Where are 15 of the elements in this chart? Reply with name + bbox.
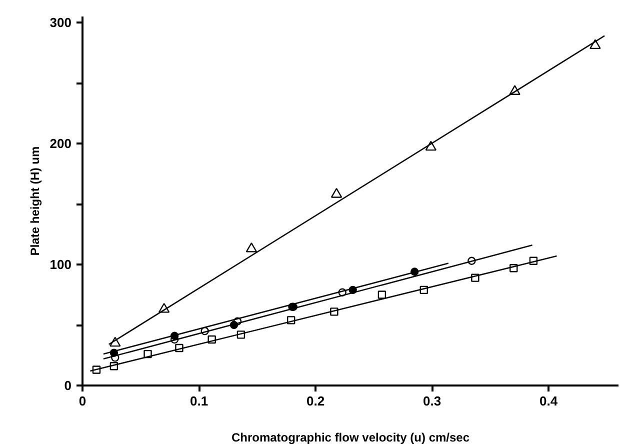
x-tick-label: 0.4 [540,394,558,408]
x-tick-label: 0 [78,394,86,408]
x-tick-label: 0.1 [190,394,208,408]
point [590,39,601,50]
x-tick-label: 0.3 [423,394,442,408]
y-tick-label: 0 [64,378,72,393]
x-axis-title: Chromatographic flow velocity (u) cm/sec [231,430,470,444]
x-tick-label: 0.2 [306,394,325,408]
y-tick-label: 300 [50,15,72,30]
y-tick-label: 200 [50,136,72,152]
point [246,242,258,252]
y-tick-label: 100 [50,257,72,272]
point [378,290,386,299]
y-axis-title: Plate height (H) um [28,146,42,256]
point [330,188,342,198]
